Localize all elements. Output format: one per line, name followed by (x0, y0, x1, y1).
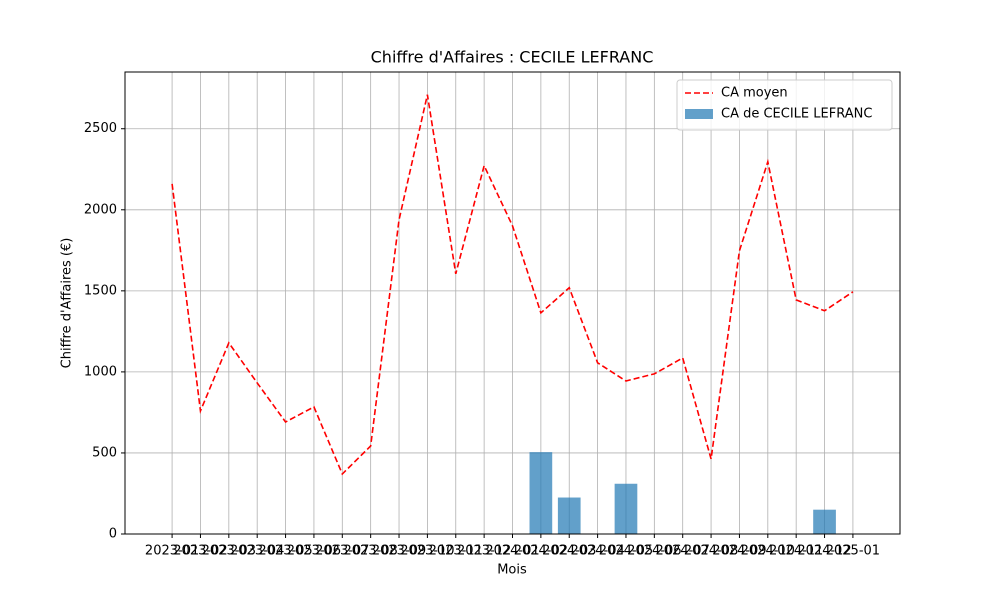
y-tick-label: 1500 (84, 283, 117, 298)
x-tick-label: 2024-10 (741, 544, 795, 559)
y-tick-label: 2500 (84, 121, 117, 136)
x-tick-label: 2023-04 (230, 544, 284, 559)
x-tick-label: 2023-05 (258, 544, 312, 559)
x-tick-label: 2024-03 (542, 544, 596, 559)
bar (529, 452, 553, 534)
x-tick-label: 2025-01 (826, 544, 880, 559)
legend-swatch (685, 109, 713, 119)
bar (813, 509, 836, 534)
x-tick-label: 2023-09 (372, 544, 426, 559)
x-tick-label: 2023-08 (343, 544, 397, 559)
y-tick-label: 0 (109, 527, 117, 542)
x-tick-label: 2023-07 (315, 544, 369, 559)
x-tick-label: 2023-10 (400, 544, 454, 559)
x-axis-label: Mois (497, 563, 527, 578)
line (171, 94, 854, 476)
legend-box (676, 79, 893, 131)
x-tick-label: 2024-04 (570, 544, 624, 559)
x-tick-label: 2024-12 (797, 544, 851, 559)
x-tick-label: 2023-12 (457, 544, 511, 559)
x-tick-label: 2024-11 (769, 544, 823, 559)
bar (557, 497, 581, 534)
x-tick-label: 2023-01 (145, 544, 199, 559)
legend-label: CA moyen (721, 86, 788, 101)
x-tick-label: 2024-06 (627, 544, 681, 559)
legend-label: CA de CECILE LEFRANC (721, 107, 872, 122)
x-tick-label: 2023-06 (287, 544, 341, 559)
x-tick-label: 2023-11 (429, 544, 483, 559)
x-tick-label: 2023-03 (202, 544, 256, 559)
x-tick-label: 2024-05 (599, 544, 653, 559)
x-tick-label: 2024-01 (485, 544, 539, 559)
chart-title: Chiffre d'Affaires : CECILE LEFRANC (371, 48, 654, 67)
x-tick-label: 2023-02 (173, 544, 227, 559)
y-tick-label: 1000 (84, 364, 117, 379)
plot-frame (124, 71, 901, 535)
x-tick-label: 2024-09 (712, 544, 766, 559)
bar (614, 483, 638, 534)
y-axis-label: Chiffre d'Affaires (€) (60, 238, 75, 369)
y-tick-label: 2000 (84, 202, 117, 217)
x-tick-label: 2024-08 (684, 544, 738, 559)
x-tick-label: 2024-02 (514, 544, 568, 559)
y-tick-label: 500 (92, 445, 117, 460)
x-tick-label: 2024-07 (656, 544, 710, 559)
